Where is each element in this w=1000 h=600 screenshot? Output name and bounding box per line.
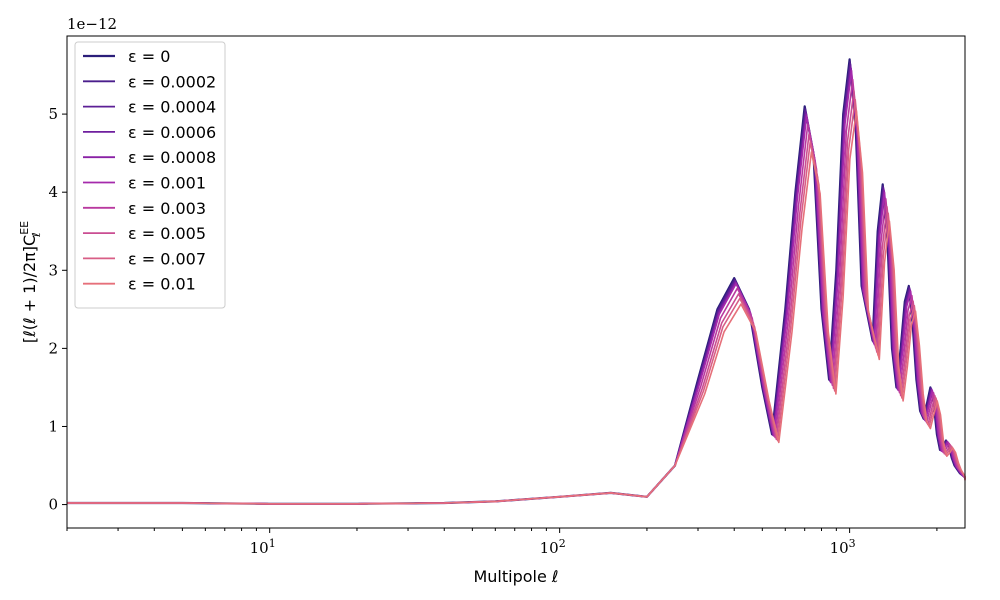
legend-label: ε = 0.01 [128,275,196,294]
y-label-main: [ℓ(ℓ + 1)/2π]C [20,235,39,343]
series-line-9 [67,109,966,505]
x-tick-exp: 1 [269,537,276,550]
legend-label: ε = 0.007 [128,249,206,268]
x-axis-ticks: 101 102 103 [66,528,938,557]
x-tick-label: 101 [250,537,276,557]
y-axis-ticks: 0 1 2 3 4 5 [48,105,67,514]
y-tick-label: 2 [48,339,58,357]
legend-label: ε = 0.003 [128,199,206,218]
y-tick-label: 0 [48,496,58,514]
x-tick-base: 10 [830,539,849,557]
x-tick-base: 10 [250,539,269,557]
legend-label: ε = 0.001 [128,174,206,193]
legend-label: ε = 0.005 [128,224,206,243]
y-tick-label: 4 [48,183,58,201]
y-tick-label: 3 [48,261,58,279]
y-label-sup: EE [18,221,31,235]
y-multiplier-label: 1e−12 [67,15,117,33]
legend: ε = 0 ε = 0.0002 ε = 0.0004 ε = 0.0006 ε = 0… [74,41,226,309]
x-tick-exp: 2 [559,537,566,550]
legend-label: ε = 0.0006 [128,123,216,142]
legend-label: ε = 0.0004 [128,98,216,117]
legend-label: ε = 0 [128,47,170,66]
x-tick-label: 102 [540,537,566,557]
y-axis-label: [ℓ(ℓ + 1)/2π]CEEℓ [18,221,43,343]
x-tick-base: 10 [540,539,559,557]
x-tick-exp: 3 [849,537,856,550]
legend-label: ε = 0.0002 [128,72,216,91]
y-tick-label: 5 [48,105,58,123]
y-label-sub: ℓ [30,232,43,238]
plot-frame [66,35,966,529]
x-tick-label: 103 [830,537,856,557]
series-layer [67,58,966,505]
y-tick-label: 1 [48,417,58,435]
legend-box [74,41,226,309]
legend-label: ε = 0.0008 [128,148,216,167]
x-axis-label: Multipole ℓ [473,567,558,586]
